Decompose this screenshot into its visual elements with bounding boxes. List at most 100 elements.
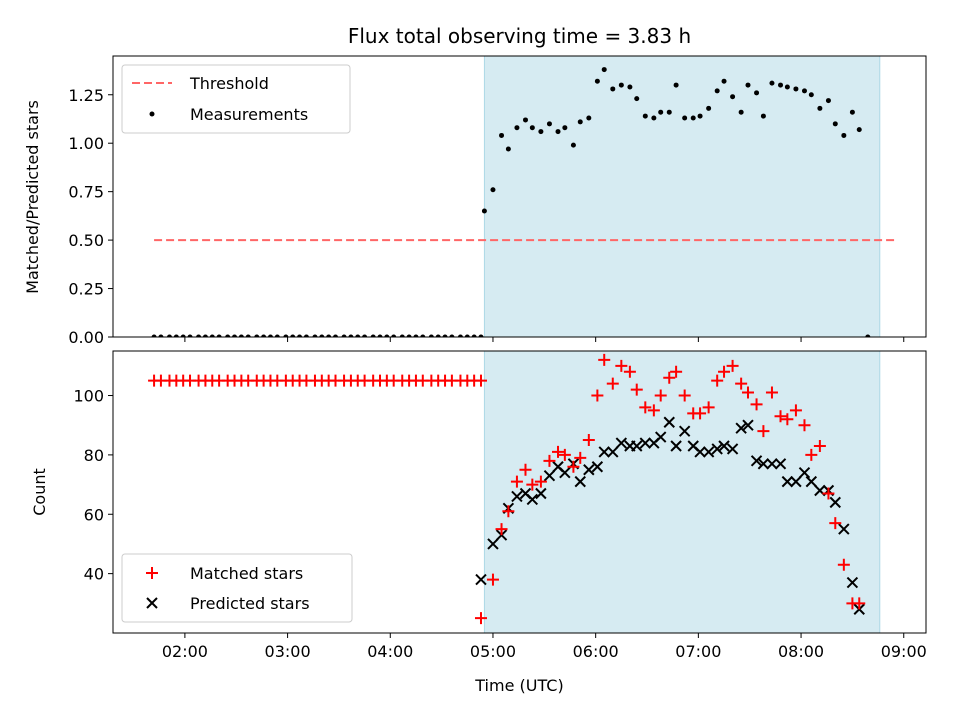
bottom-axes-frame (112, 350, 927, 634)
measurement-point (267, 334, 273, 337)
measurement-point (505, 146, 511, 152)
predicted-star-point (805, 475, 818, 488)
bottom-x-axis: 02:00 03:00 04:00 05:00 06:00 07:00 08:00 09:00 (162, 633, 927, 661)
legend-matched-swatch (146, 567, 158, 579)
top-y-label: Matched/Predicted stars (23, 100, 42, 294)
measurement-point (825, 98, 831, 104)
measurement-point (384, 334, 390, 337)
measurement-point (406, 334, 412, 337)
matched-star-point (789, 404, 802, 417)
measurement-point (817, 105, 823, 111)
matched-star-point (543, 454, 556, 467)
matched-star-point (639, 401, 652, 414)
predicted-star-point (702, 446, 715, 458)
matched-star-point (558, 448, 571, 461)
measurement-point (594, 78, 600, 84)
measurement-point (457, 334, 463, 337)
x-tick-label: 08:00 (778, 642, 824, 661)
measurement-point (745, 82, 751, 88)
bottom-y-axis: 40 60 80 100 (73, 387, 113, 584)
matched-star-point (694, 407, 707, 420)
legend-predicted-swatch (146, 597, 158, 609)
measurement-point (274, 334, 280, 337)
top-y-tick-label: 0.00 (68, 328, 104, 347)
legend-measurements-label: Measurements (190, 105, 308, 124)
measurement-point (158, 334, 164, 337)
matched-star-point (630, 383, 643, 396)
predicted-star-point (735, 422, 747, 434)
predicted-star-point (654, 431, 667, 443)
predicted-star-point (487, 538, 499, 550)
predicted-star-point (639, 437, 652, 449)
bottom-y-tick-label: 40 (84, 565, 104, 584)
x-tick-label: 07:00 (675, 642, 721, 661)
predicted-star-point (790, 475, 802, 488)
matched-star-point (774, 410, 787, 423)
x-tick-label: 09:00 (881, 642, 927, 661)
measurement-point (538, 129, 544, 135)
predicted-star-point (583, 464, 595, 476)
measurement-point (514, 125, 520, 131)
measurement-point (793, 86, 799, 92)
matched-star-point (598, 353, 611, 366)
measurement-point (283, 334, 289, 337)
top-legend: Threshold Measurements (121, 64, 351, 134)
predicted-star-point (774, 458, 787, 470)
measurement-point (889, 0, 894, 3)
matched-star-point (726, 359, 739, 372)
predicted-star-point (711, 443, 723, 455)
measurement-point (570, 142, 576, 148)
matched-star-point (853, 597, 866, 610)
predicted-star-point (757, 458, 770, 470)
measurement-point (690, 115, 696, 121)
matched-star-point (670, 365, 683, 378)
measurement-point (499, 132, 505, 138)
x-tick-label: 04:00 (367, 642, 413, 661)
matched-star-point (567, 460, 580, 473)
measurement-point (391, 334, 397, 337)
measurement-point (610, 86, 616, 92)
measurement-point (420, 334, 426, 337)
top-observing-window (483, 55, 881, 338)
measurement-point (442, 334, 448, 337)
predicted-star-point (838, 523, 850, 535)
top-legend-box (121, 64, 351, 134)
predicted-star-point (678, 425, 691, 437)
matched-star-point (623, 365, 636, 378)
measurement-point (627, 84, 633, 90)
measurement-point (319, 334, 325, 337)
measurement-point (865, 334, 871, 337)
predicted-star-point (718, 440, 730, 452)
predicted-star-point (615, 437, 628, 449)
matched-star-point (647, 404, 660, 417)
count-series (148, 353, 866, 625)
measurement-point (413, 334, 419, 337)
matched-star-point (654, 389, 667, 402)
top-y-tick-label: 0.50 (68, 231, 104, 250)
matched-star-point (474, 612, 487, 625)
measurement-point (658, 109, 664, 115)
legend-measurements-swatch (149, 111, 155, 117)
matched-star-point (615, 359, 628, 372)
bottom-y-tick-label: 100 (73, 387, 104, 406)
predicted-star-point (766, 458, 778, 470)
measurement-point (849, 109, 855, 115)
measurement-point (232, 334, 238, 337)
measurement-point (399, 334, 405, 337)
measurement-point (481, 208, 487, 214)
matched-star-point (574, 451, 587, 464)
matched-star-point (750, 398, 763, 411)
matched-star-point (765, 386, 778, 399)
matched-star-point (837, 558, 850, 571)
measurement-point (261, 334, 267, 337)
predicted-star-point (535, 487, 547, 500)
predicted-star-point (829, 496, 841, 509)
bottom-y-tick-label: 80 (84, 446, 104, 465)
predicted-star-point (543, 469, 556, 482)
measurement-point (216, 334, 222, 337)
measurement-point (832, 121, 838, 127)
measurement-point (303, 334, 309, 337)
top-panel: 0.00 0.25 0.50 0.75 1.00 1.25 Matched/Predict… (23, 0, 927, 347)
matched-star-point (813, 439, 826, 452)
measurement-point (754, 90, 760, 96)
